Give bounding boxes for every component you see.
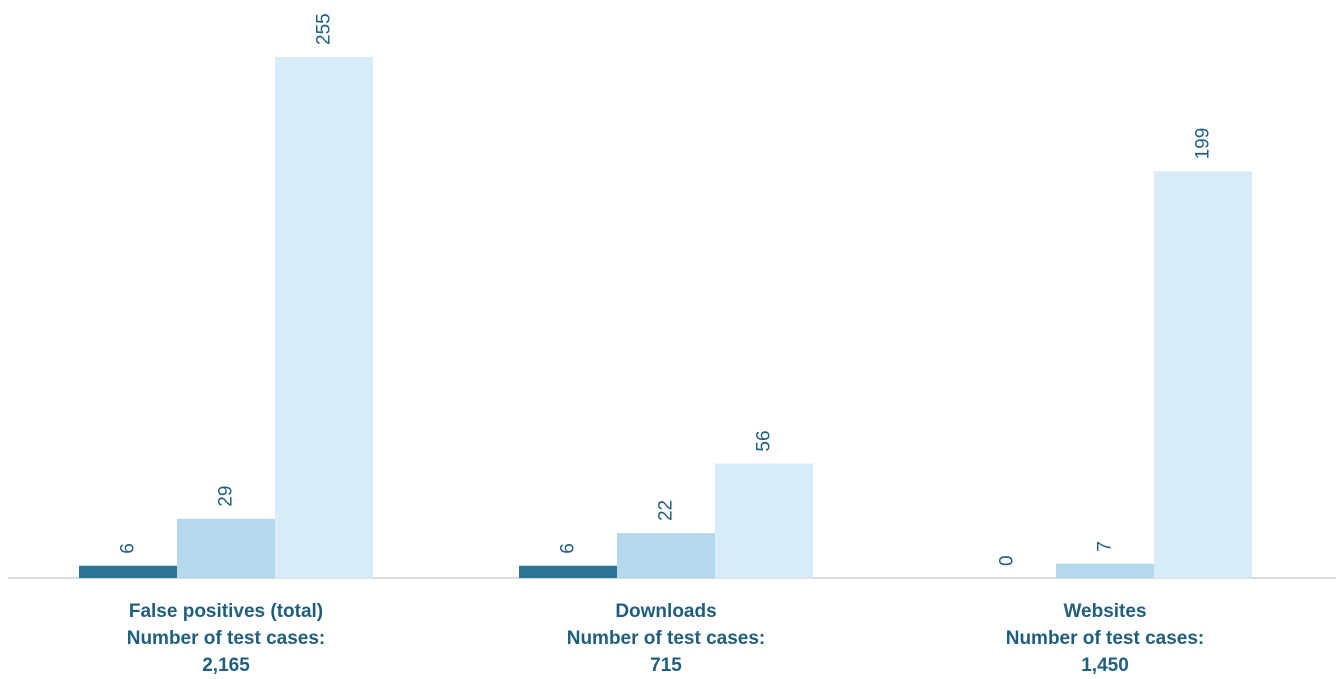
category-label-0-line-1: Number of test cases: [127,628,326,649]
value-labels-group: 6 29 255 6 22 56 0 7 199 [118,13,1214,566]
bar-2-1 [1056,563,1154,578]
category-label-0-line-0: False positives (total) [129,601,323,622]
value-label-2-0: 0 [997,555,1018,566]
category-label-1-line-0: Downloads [615,601,716,622]
category-label-2-line-0: Websites [1063,601,1146,622]
value-label-0-0: 6 [118,543,139,554]
value-label-1-0: 6 [558,543,579,554]
bar-2-2 [1154,171,1252,578]
category-label-1-line-1: Number of test cases: [567,628,766,649]
category-label-1-line-2: 715 [650,655,682,676]
value-label-1-2: 56 [754,430,775,451]
value-label-0-2: 255 [314,13,335,45]
value-label-2-1: 7 [1095,541,1116,552]
value-label-2-2: 199 [1193,128,1214,160]
category-label-2-line-1: Number of test cases: [1006,628,1205,649]
category-label-0-line-2: 2,165 [202,655,250,676]
bar-1-0 [519,565,617,578]
value-label-1-1: 22 [656,500,677,521]
value-label-0-1: 29 [216,486,237,507]
bar-1-1 [617,533,715,578]
bar-0-0 [79,565,177,578]
bar-1-2 [715,463,813,578]
category-labels-group: False positives (total) Number of test ca… [127,601,1205,676]
category-label-2-line-2: 1,450 [1081,655,1129,676]
bar-0-2 [275,57,373,578]
bars-group [79,57,1252,578]
bar-0-1 [177,518,275,578]
